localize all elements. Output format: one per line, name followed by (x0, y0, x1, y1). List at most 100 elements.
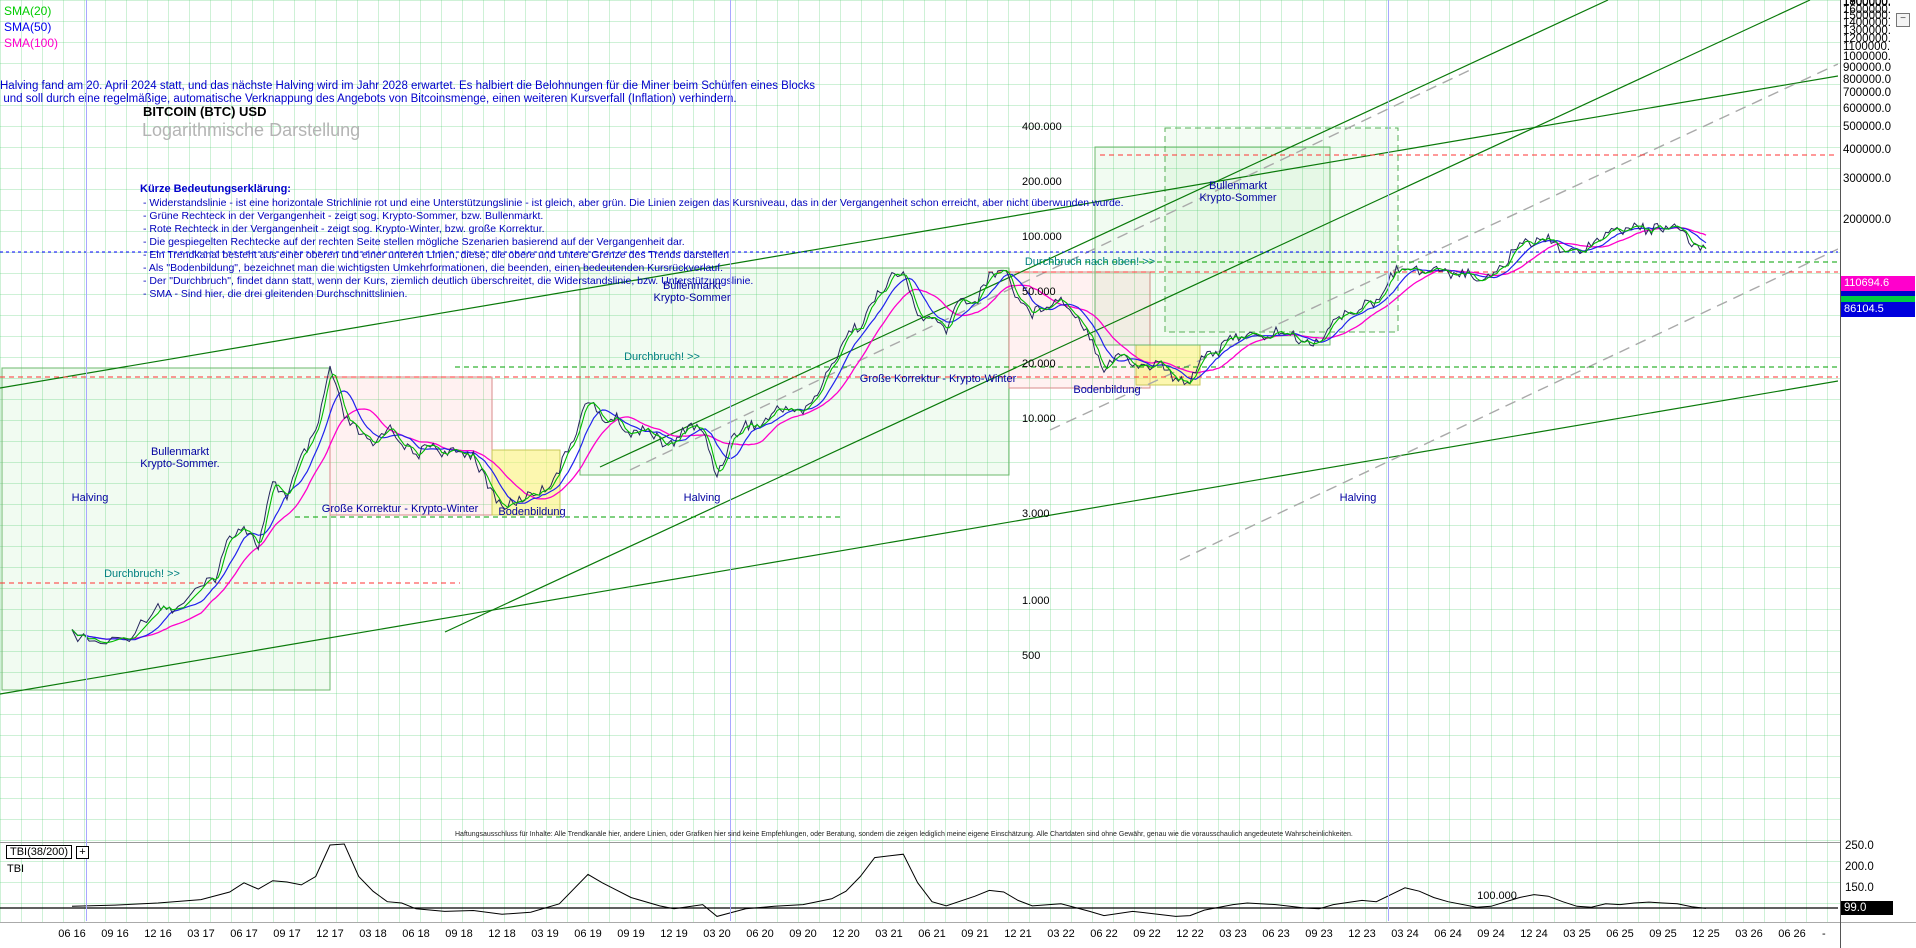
minimize-icon[interactable]: − (1896, 13, 1910, 27)
price-scale-label: 100.000 (1022, 231, 1062, 243)
x-axis-date-label: 03 20 (703, 928, 731, 940)
tbi-expand-button[interactable]: + (76, 846, 89, 859)
right-axis-price-label: 1200000. (1843, 33, 1891, 45)
explanation-item: - Rote Rechteck in der Vergangenheit - z… (143, 223, 545, 235)
chart-annotation: Bullenmarkt Krypto-Sommer. (140, 446, 220, 470)
chart-annotation: Durchbruch! >> (104, 568, 180, 580)
halving-note: Halving fand am 20. April 2024 statt, un… (0, 80, 815, 105)
price-badge (1841, 291, 1915, 296)
explanation-item: - Ein Trendkanal besteht aus einer obere… (143, 249, 732, 261)
right-axis-price-label: 1800000. (1843, 0, 1891, 8)
x-axis-date-label: 06 20 (746, 928, 774, 940)
x-axis-date-label: 06 19 (574, 928, 602, 940)
right-axis-price-label: 1100000. (1843, 41, 1891, 53)
explanation-item: - SMA - Sind hier, die drei gleitenden D… (143, 288, 408, 300)
right-axis-price-label: 200000.0 (1843, 214, 1891, 226)
legend-sma100[interactable]: SMA(100) (4, 36, 59, 50)
halving-line-2024 (1388, 0, 1389, 921)
x-axis-date-label: 06 21 (918, 928, 946, 940)
tbi-name-label: TBI (7, 863, 25, 875)
right-axis-price-label: 800000.0 (1843, 74, 1891, 86)
x-axis-date-label: 09 25 (1649, 928, 1677, 940)
tbi-axis-label: 250.0 (1845, 840, 1874, 852)
right-axis-price-label: 1000000. (1843, 51, 1891, 63)
x-axis-date-label: 12 24 (1520, 928, 1548, 940)
x-axis-date-label: 03 19 (531, 928, 559, 940)
chart-annotation: Große Korrektur - Krypto-Winter (321, 503, 479, 515)
chart-annotation: Halving (1339, 492, 1377, 504)
price-badge: 86104.5 (1841, 302, 1915, 317)
halving-line-2016 (86, 0, 87, 921)
right-axis-price-label: 600000.0 (1843, 103, 1891, 115)
right-axis-price-label: 1300000. (1843, 25, 1891, 37)
x-axis-date-label: 06 26 (1778, 928, 1806, 940)
legend-sma50[interactable]: SMA(50) (4, 20, 52, 34)
x-axis-end-dash: - (1822, 928, 1826, 940)
x-axis-date-label: 06 23 (1262, 928, 1290, 940)
x-axis-date-label: 03 24 (1391, 928, 1419, 940)
price-scale-label: 3.000 (1022, 508, 1050, 520)
chart-annotation: Bodenbildung (1073, 384, 1141, 396)
legend-sma20[interactable]: SMA(20) (4, 4, 52, 18)
x-axis-date-label: 12 17 (316, 928, 344, 940)
tbi-axis-label: 200.0 (1845, 861, 1874, 873)
x-axis-date-label: 03 25 (1563, 928, 1591, 940)
disclaimer-text: Haftungsausschluss für Inhalte: Alle Tre… (455, 831, 1353, 838)
explanation-item: - Als "Bodenbildung", bezeichnet man die… (143, 262, 724, 274)
x-axis-date-label: 09 16 (101, 928, 129, 940)
chart-title: BITCOIN (BTC) USD (143, 104, 267, 119)
right-axis-divider (1840, 0, 1841, 948)
x-axis-date-label: 06 22 (1090, 928, 1118, 940)
chart-annotation: Große Korrektur - Krypto-Winter (859, 373, 1017, 385)
x-axis-date-label: 12 21 (1004, 928, 1032, 940)
x-axis-date-label: 06 18 (402, 928, 430, 940)
right-axis-price-label: 1500000. (1843, 10, 1891, 22)
x-axis-date-label: 09 23 (1305, 928, 1333, 940)
x-axis-date-label: 09 17 (273, 928, 301, 940)
halving-line-2020 (730, 0, 731, 921)
chart-annotation: Halving (683, 492, 721, 504)
chart-annotation: Halving (71, 492, 109, 504)
x-axis-date-label: 09 18 (445, 928, 473, 940)
price-badge: 110694.6 (1841, 276, 1915, 291)
chart-annotation: Bullenmarkt Krypto-Sommer (653, 280, 731, 304)
price-badge (1841, 296, 1915, 302)
right-axis-price-label: 900000.0 (1843, 62, 1891, 74)
panel-divider (0, 842, 1840, 843)
right-axis-price-label: 1400000. (1843, 17, 1891, 29)
right-axis-price-label: 1700000. (1843, 0, 1891, 9)
x-axis-date-label: 09 21 (961, 928, 989, 940)
chart-annotation: 100.000 (1477, 890, 1517, 902)
chart-grid (0, 0, 1840, 922)
chart-annotation: Bodenbildung (498, 506, 566, 518)
x-axis-date-label: 03 22 (1047, 928, 1075, 940)
tbi-axis-label: 150.0 (1845, 882, 1874, 894)
chart-annotation: Durchbruch! >> (624, 351, 700, 363)
x-axis-date-label: 12 22 (1176, 928, 1204, 940)
x-axis-date-label: 03 26 (1735, 928, 1763, 940)
x-axis-date-label: 12 18 (488, 928, 516, 940)
x-axis-date-label: 06 24 (1434, 928, 1462, 940)
tbi-last-value-badge: 99.0 (1841, 901, 1893, 915)
right-axis-price-label: 1900000. (1843, 0, 1891, 8)
explanation-item: - Die gespiegelten Rechtecke auf der rec… (143, 236, 685, 248)
x-axis-date-label: 12 19 (660, 928, 688, 940)
halving-note-line1: Halving fand am 20. April 2024 statt, un… (0, 80, 816, 92)
x-axis-date-label: 12 20 (832, 928, 860, 940)
price-scale-label: 1.000 (1022, 595, 1050, 607)
x-axis-date-label: 03 21 (875, 928, 903, 940)
x-axis-date-label: 12 23 (1348, 928, 1376, 940)
price-scale-label: 200.000 (1022, 176, 1062, 188)
x-axis-date-label: 09 22 (1133, 928, 1161, 940)
price-scale-label: 50.000 (1022, 286, 1056, 298)
x-axis-date-label: 09 19 (617, 928, 645, 940)
x-axis-date-label: 06 17 (230, 928, 258, 940)
chart-annotation: Durchbruch nach oben! >> (1024, 256, 1156, 268)
x-axis-date-label: 03 17 (187, 928, 215, 940)
right-axis-price-label: 400000.0 (1843, 144, 1891, 156)
price-scale-label: 20.000 (1022, 358, 1056, 370)
chart-subtitle: Logarithmische Darstellung (142, 120, 361, 140)
tbi-indicator-label[interactable]: TBI(38/200) (6, 845, 73, 859)
